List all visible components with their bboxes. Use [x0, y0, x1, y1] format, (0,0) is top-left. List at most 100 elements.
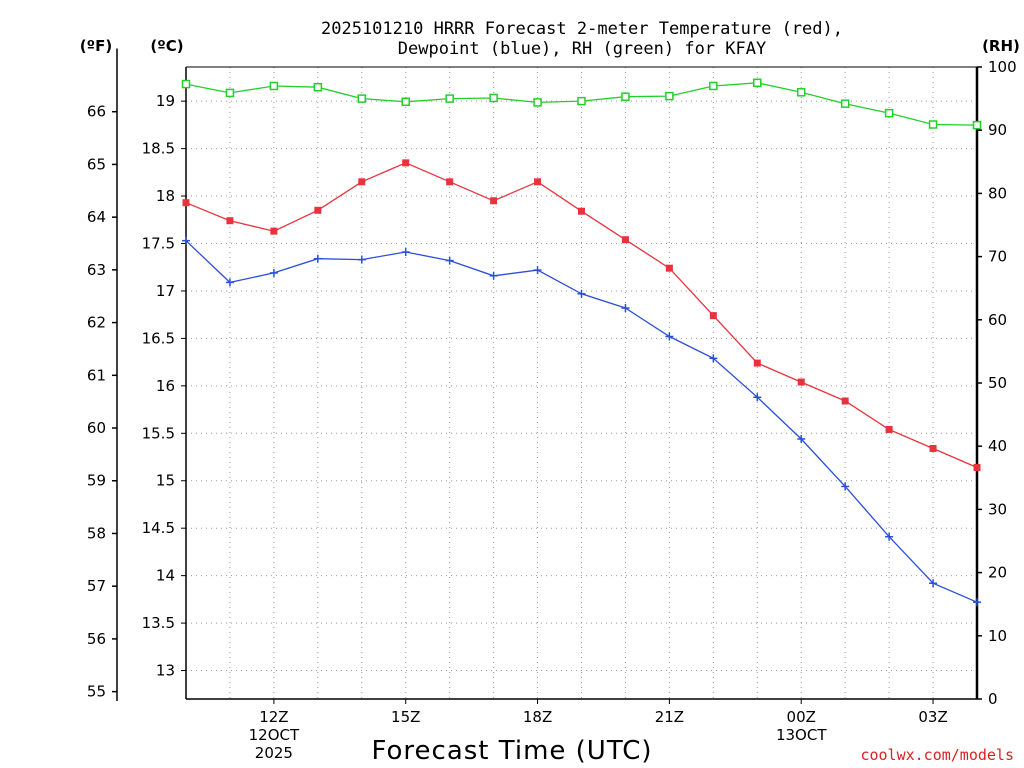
rh-point	[577, 96, 586, 106]
grid-lines	[186, 67, 977, 699]
temperature-point	[270, 227, 278, 235]
rh-point	[621, 92, 630, 101]
temperature-point	[797, 378, 805, 386]
celsius-tick-label: 18	[156, 187, 175, 205]
rh-point	[928, 120, 938, 129]
rh-tick-label: 60	[988, 311, 1007, 329]
rh-point	[665, 91, 674, 101]
rh-point	[840, 99, 850, 108]
x-tick-label: 13OCT	[776, 726, 827, 744]
celsius-tick-label: 15.5	[142, 424, 175, 442]
rh-point	[445, 94, 454, 103]
rh-tick-label: 80	[988, 184, 1007, 202]
temperature-point	[665, 264, 673, 272]
temperature-point	[709, 312, 717, 320]
data-series	[181, 78, 982, 607]
rh-point	[313, 82, 323, 92]
temperature-point	[885, 425, 893, 433]
rh-tick-label: 20	[988, 564, 1007, 582]
celsius-tick-label: 16.5	[142, 329, 175, 347]
chart-title-line-2: Dewpoint (blue), RH (green) for KFAY	[398, 39, 766, 59]
celsius-tick-label: 13	[156, 662, 175, 680]
tick-labels: 55 56 57 58 59 60 61 62 63 64 65 66 13 13.5 14 14.5 15 15…	[87, 58, 1017, 762]
x-tick-label: 15Z	[391, 708, 420, 726]
rh-point	[533, 98, 542, 107]
series-rh	[181, 78, 982, 130]
rh-point	[225, 88, 235, 98]
temperature-point	[314, 206, 322, 214]
celsius-tick-label: 19	[156, 92, 175, 110]
celsius-axis-unit: (ºC)	[150, 37, 183, 55]
temperature-point	[226, 217, 234, 225]
rh-point	[709, 81, 718, 91]
temperature-point	[578, 207, 585, 215]
dewpoint-point	[445, 256, 454, 265]
rh-tick-label: 30	[988, 500, 1007, 518]
dewpoint-point	[841, 482, 850, 491]
rh-point	[796, 88, 806, 97]
dewpoint-point	[533, 266, 542, 275]
dewpoint-point	[665, 332, 674, 341]
x-tick-label: 21Z	[655, 708, 684, 726]
fahrenheit-tick-label: 65	[87, 155, 106, 173]
series-dewpoint	[182, 236, 981, 607]
fahrenheit-tick-label: 64	[87, 208, 106, 226]
dewpoint-point	[401, 248, 410, 257]
temperature-point	[446, 178, 454, 186]
x-tick-label: 12OCT	[249, 726, 300, 744]
rh-point	[972, 120, 982, 130]
rh-tick-label: 50	[988, 374, 1007, 392]
x-tick-label: 2025	[255, 744, 293, 762]
chart-axes	[112, 48, 982, 704]
chart-title-line-1: 2025101210 HRRR Forecast 2-meter Tempera…	[321, 19, 843, 39]
celsius-tick-label: 18.5	[142, 140, 175, 158]
x-tick-label: 03Z	[918, 708, 947, 726]
dewpoint-point	[753, 393, 762, 402]
fahrenheit-tick-label: 58	[87, 524, 106, 542]
dewpoint-point	[182, 236, 190, 245]
rh-point	[269, 81, 279, 91]
rh-point	[357, 94, 367, 103]
temperature-point	[358, 178, 366, 186]
rh-point	[489, 93, 498, 103]
celsius-tick-label: 13.5	[142, 614, 175, 632]
dewpoint-point	[973, 598, 981, 607]
x-tick-label: 18Z	[523, 708, 552, 726]
x-tick-label: 12Z	[259, 708, 288, 726]
dewpoint-point	[885, 532, 894, 541]
fahrenheit-tick-label: 61	[87, 366, 106, 384]
fahrenheit-tick-label: 56	[87, 630, 106, 648]
rh-tick-label: 40	[988, 437, 1007, 455]
temperature-point	[753, 359, 761, 367]
dewpoint-point	[489, 271, 498, 280]
celsius-tick-label: 16	[156, 377, 175, 395]
rh-point	[884, 108, 894, 118]
celsius-tick-label: 14	[156, 567, 175, 585]
dewpoint-point	[709, 354, 718, 363]
rh-tick-label: 70	[988, 248, 1007, 266]
temperature-point	[929, 444, 937, 452]
dewpoint-point	[313, 254, 322, 263]
dewpoint-point	[929, 579, 938, 588]
fahrenheit-tick-label: 57	[87, 577, 106, 595]
rh-tick-label: 90	[988, 121, 1007, 139]
celsius-tick-label: 17	[156, 282, 175, 300]
fahrenheit-tick-label: 63	[87, 261, 106, 279]
temperature-point	[534, 178, 542, 186]
rh-point	[401, 97, 410, 107]
dewpoint-point	[621, 304, 630, 313]
celsius-tick-label: 15	[156, 472, 175, 490]
fahrenheit-tick-label: 60	[87, 419, 106, 437]
fahrenheit-tick-label: 55	[87, 683, 106, 701]
rh-tick-label: 100	[988, 58, 1017, 76]
fahrenheit-tick-label: 66	[87, 103, 106, 121]
temperature-point	[621, 236, 629, 244]
dewpoint-point	[269, 268, 278, 277]
dewpoint-point	[225, 278, 234, 287]
fahrenheit-axis-unit: (ºF)	[80, 37, 112, 55]
dewpoint-point	[357, 255, 366, 264]
rh-point	[181, 79, 191, 89]
fahrenheit-tick-label: 62	[87, 314, 106, 332]
rh-axis-unit: (RH)	[982, 37, 1020, 55]
